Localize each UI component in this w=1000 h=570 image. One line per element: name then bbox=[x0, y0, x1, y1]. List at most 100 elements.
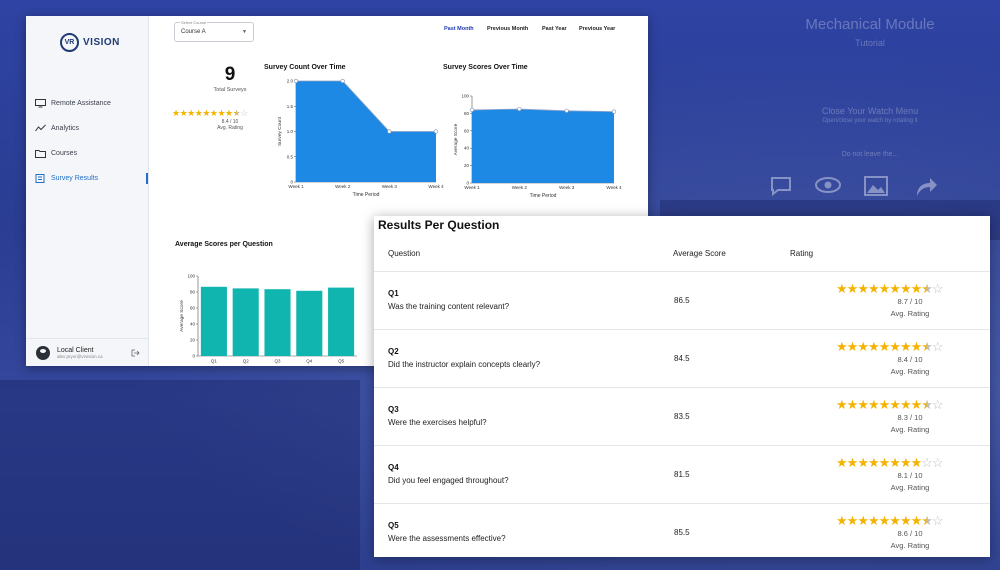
table-row[interactable]: Q4 Did you feel engaged throughout? 81.5… bbox=[374, 445, 990, 504]
y-tick-label: 0 bbox=[466, 181, 469, 186]
period-previous-year[interactable]: Previous Year bbox=[579, 26, 616, 32]
star-icon: ★ bbox=[910, 339, 923, 354]
y-tick-label: 100 bbox=[461, 94, 469, 99]
star-icon: ★ bbox=[889, 281, 901, 296]
star-icon: ★ bbox=[899, 397, 912, 412]
empty-star-icon: ☆ bbox=[921, 455, 933, 470]
star-icon: ★ bbox=[836, 455, 848, 470]
chart-title: Average Scores per Question bbox=[175, 241, 273, 248]
image-icon bbox=[864, 176, 888, 201]
star-icon: ★ bbox=[867, 339, 880, 354]
course-select[interactable]: Select Course Course A ▼ bbox=[174, 20, 254, 42]
background-shelf bbox=[0, 380, 360, 570]
sidebar-item-courses[interactable]: Courses bbox=[26, 141, 148, 166]
x-tick-label: Week 3 bbox=[382, 184, 398, 189]
star-icon: ★ bbox=[857, 397, 869, 412]
star-icon: ★ bbox=[899, 513, 912, 528]
star-icon: ★ bbox=[867, 513, 880, 528]
question-stars: ★★★★★★★★★☆ bbox=[836, 397, 944, 413]
star-icon: ★ bbox=[194, 108, 203, 118]
sidebar-item-analytics[interactable]: Analytics bbox=[26, 116, 148, 141]
period-past-month[interactable]: Past Month bbox=[444, 26, 474, 32]
average-scores-chart: 0 20 40 60 80 100 Average Score Q1 Q2 Q3 Q4 Q5 bbox=[179, 274, 357, 364]
app-logo[interactable]: VR VISION bbox=[60, 33, 120, 52]
sidebar-item-label: Survey Results bbox=[51, 175, 99, 182]
bar bbox=[264, 289, 291, 356]
sidebar: VR VISION Remote Assistance Analytics bbox=[26, 16, 149, 366]
question-rating-label: Avg. Rating bbox=[890, 425, 930, 434]
question-text: Did the instructor explain concepts clea… bbox=[388, 360, 541, 369]
total-surveys: 9 Total Surveys bbox=[202, 64, 258, 93]
background-module-title: Mechanical Module bbox=[805, 16, 935, 33]
background-module-subtitle: Tutorial bbox=[855, 38, 885, 48]
period-previous-month[interactable]: Previous Month bbox=[487, 26, 529, 32]
period-past-year[interactable]: Past Year bbox=[542, 26, 567, 32]
y-tick-label: 40 bbox=[464, 146, 470, 151]
star-icon: ★ bbox=[910, 513, 923, 528]
survey-count-chart: 0 0.5 1.0 1.5 2.0 Survey Count Week 1 Week 2 Wee… bbox=[277, 79, 444, 199]
empty-star-icon: ☆ bbox=[240, 108, 248, 118]
chevron-down-icon: ▼ bbox=[242, 29, 247, 35]
star-icon: ★ bbox=[202, 108, 210, 118]
star-icon: ★ bbox=[878, 455, 891, 470]
logo-text: VISION bbox=[83, 37, 120, 48]
user-profile[interactable]: Local Client alex.pryor@vrvision.ca bbox=[26, 338, 148, 366]
y-tick-label: 80 bbox=[464, 111, 470, 116]
background-instruction-sub: Open/close your watch by rotating it bbox=[822, 118, 918, 124]
star-icon: ★ bbox=[836, 513, 848, 528]
column-header-rating: Rating bbox=[790, 249, 814, 258]
logo-mark: VR bbox=[60, 33, 79, 52]
star-icon: ★ bbox=[910, 455, 923, 470]
half-star-icon: ★ bbox=[921, 339, 933, 354]
star-icon: ★ bbox=[187, 108, 195, 118]
empty-star-icon: ☆ bbox=[931, 513, 944, 528]
question-rating: 8.4 / 10 bbox=[897, 355, 923, 364]
star-icon: ★ bbox=[836, 281, 848, 296]
star-icon: ★ bbox=[910, 281, 923, 296]
star-icon: ★ bbox=[217, 108, 226, 118]
empty-star-icon: ☆ bbox=[931, 397, 944, 412]
background-instruction: Close Your Watch Menu bbox=[821, 106, 919, 116]
star-icon: ★ bbox=[889, 455, 901, 470]
logout-icon[interactable] bbox=[131, 349, 140, 359]
data-point bbox=[517, 106, 522, 112]
course-select-value: Course A bbox=[181, 29, 206, 35]
y-tick-label: 0 bbox=[192, 354, 195, 359]
y-tick-label: 2.0 bbox=[287, 79, 294, 84]
chart-title: Survey Count Over Time bbox=[264, 64, 346, 71]
empty-star-icon: ☆ bbox=[931, 281, 944, 296]
star-icon: ★ bbox=[867, 397, 880, 412]
sidebar-item-survey-results[interactable]: Survey Results bbox=[26, 166, 148, 191]
table-row[interactable]: Q2 Did the instructor explain concepts c… bbox=[374, 329, 990, 388]
star-icon: ★ bbox=[889, 339, 901, 354]
question-text: Were the assessments effective? bbox=[388, 534, 506, 543]
sidebar-item-label: Courses bbox=[51, 150, 78, 157]
x-tick-label: Week 4 bbox=[606, 185, 622, 190]
survey-scores-chart: 0 20 40 60 80 100 Average Score Week 1 Week 2 Wee… bbox=[453, 94, 622, 200]
half-star-icon: ★ bbox=[921, 281, 933, 296]
x-tick-label: Q4 bbox=[306, 359, 313, 364]
half-star-icon: ★ bbox=[232, 108, 241, 118]
star-icon: ★ bbox=[867, 281, 880, 296]
question-stars: ★★★★★★★★☆☆ bbox=[836, 455, 944, 471]
question-score: 86.5 bbox=[674, 296, 690, 305]
question-text: Was the training content relevant? bbox=[388, 302, 510, 311]
star-icon: ★ bbox=[889, 513, 901, 528]
table-row[interactable]: Q3 Were the exercises helpful? 83.5 ★★★★… bbox=[374, 387, 990, 446]
sidebar-item-remote-assistance[interactable]: Remote Assistance bbox=[26, 91, 148, 116]
star-icon: ★ bbox=[878, 339, 891, 354]
star-icon: ★ bbox=[857, 513, 869, 528]
results-per-question-panel: Results Per Question Question Average Sc… bbox=[374, 216, 990, 557]
monitor-icon bbox=[34, 99, 46, 109]
course-select-label: Select Course bbox=[180, 20, 208, 25]
column-header-question: Question bbox=[388, 249, 421, 258]
user-email: alex.pryor@vrvision.ca bbox=[57, 353, 103, 359]
column-header-average-score: Average Score bbox=[673, 249, 726, 258]
survey-icon bbox=[34, 174, 46, 184]
table-row[interactable]: Q5 Were the assessments effective? 85.5 … bbox=[374, 503, 990, 557]
table-row[interactable]: Q1 Was the training content relevant? 86… bbox=[374, 271, 990, 330]
star-icon: ★ bbox=[179, 108, 188, 118]
star-icon: ★ bbox=[910, 397, 923, 412]
summary-rating-label: Avg. Rating bbox=[217, 125, 243, 131]
x-tick-label: Week 2 bbox=[335, 184, 351, 189]
